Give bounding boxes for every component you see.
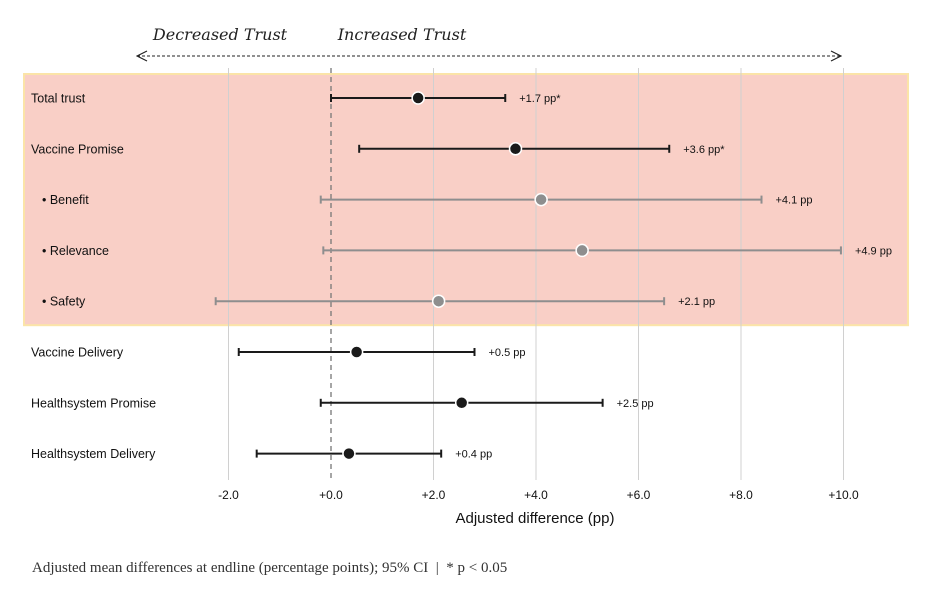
row-label: • Relevance — [42, 244, 109, 258]
x-tick-label: -2.0 — [218, 488, 239, 502]
x-axis-ticks: -2.0 +0.0 +2.0 +4.0 +6.0 +8.0 +10.0 — [218, 488, 859, 502]
row-label: Healthsystem Promise — [31, 396, 156, 410]
forest-rows: Total trust +1.7 pp* Vaccine Promise +3.6 p… — [31, 91, 892, 461]
point-estimate — [411, 91, 425, 105]
x-tick-label: +0.0 — [319, 488, 343, 502]
x-tick-label: +4.0 — [524, 488, 548, 502]
row-label: Vaccine Delivery — [31, 346, 124, 360]
point-estimate — [349, 345, 364, 359]
grid-lines — [228, 68, 844, 480]
value-label: +0.4 pp — [455, 449, 492, 461]
row-label: • Benefit — [42, 193, 89, 207]
value-label: +2.1 pp — [678, 296, 715, 308]
x-axis-label: Adjusted difference (pp) — [456, 510, 615, 527]
row-label: • Safety — [42, 295, 86, 309]
point-estimate — [454, 396, 469, 410]
value-label: +3.6 pp* — [683, 144, 725, 156]
value-label: +4.1 pp — [776, 195, 813, 207]
point-estimate — [342, 446, 356, 461]
row-label: Healthsystem Delivery — [31, 447, 156, 461]
x-tick-label: +8.0 — [729, 488, 753, 502]
decreased-trust-label: Decreased Trust — [152, 25, 288, 44]
value-label: +0.5 pp — [489, 347, 526, 359]
row-label: Total trust — [31, 92, 86, 106]
x-tick-label: +2.0 — [422, 488, 446, 502]
point-estimate — [508, 142, 523, 156]
x-tick-label: +10.0 — [828, 488, 859, 502]
point-estimate — [431, 294, 446, 308]
point-estimate — [534, 192, 548, 207]
x-tick-label: +6.0 — [627, 488, 651, 502]
value-label: +2.5 pp — [617, 398, 654, 410]
row-label: Vaccine Promise — [31, 142, 124, 156]
chart-caption: Adjusted mean differences at endline (pe… — [32, 560, 507, 576]
point-estimate — [575, 243, 589, 258]
increased-trust-label: Increased Trust — [337, 25, 467, 44]
value-label: +1.7 pp* — [519, 93, 561, 105]
value-label: +4.9 pp — [855, 245, 892, 257]
